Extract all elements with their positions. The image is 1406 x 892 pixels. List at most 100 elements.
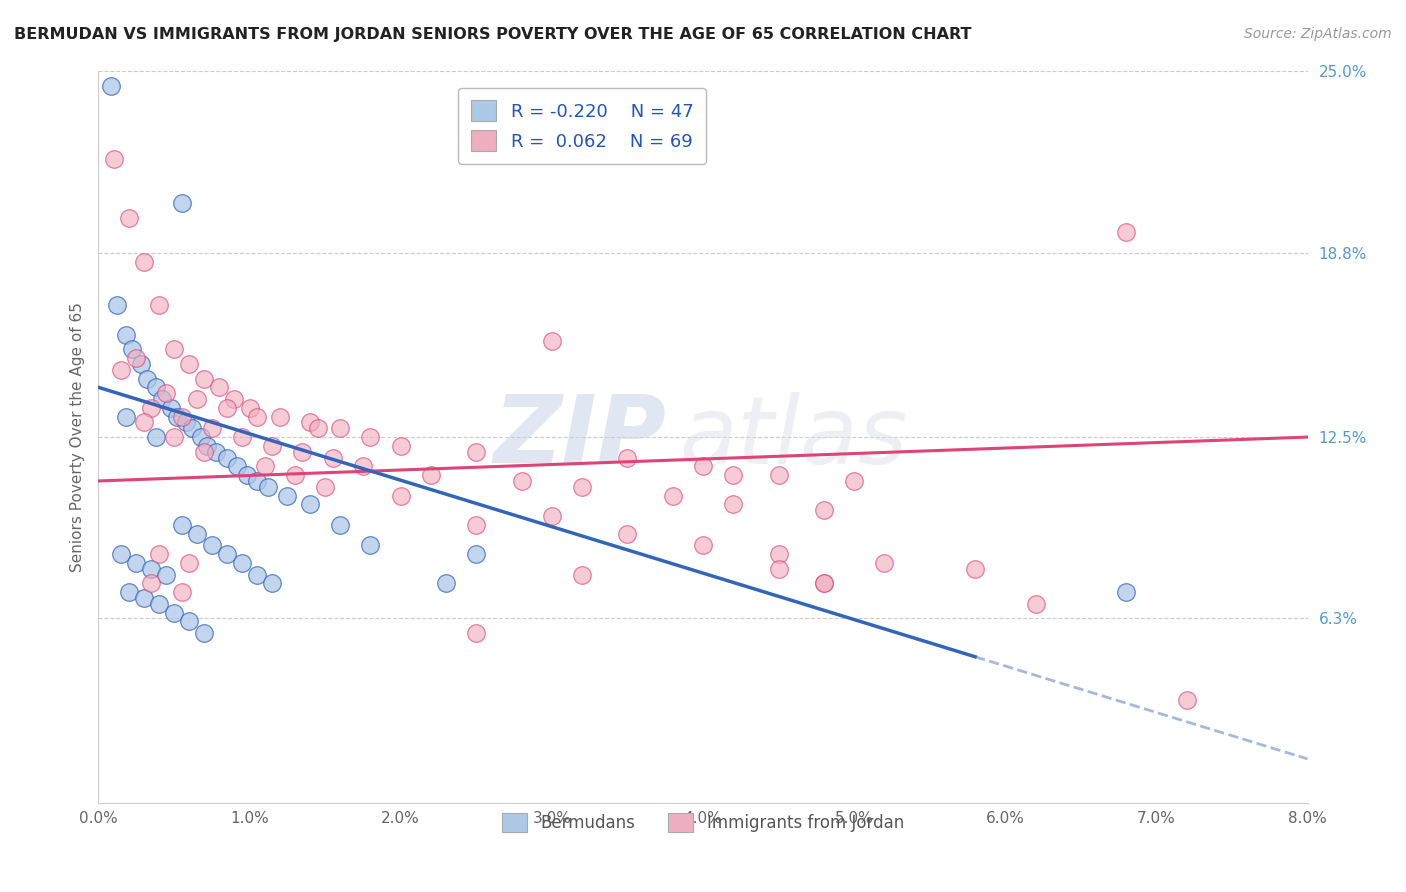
Point (231, 430, 253, 444)
Point (813, 576, 835, 591)
Point (723, 497, 745, 511)
Point (193, 371, 215, 385)
Point (224, 392, 246, 406)
Point (616, 526, 638, 541)
Point (215, 547, 238, 561)
Point (132, 591, 155, 605)
Point (114, 327, 136, 342)
Point (170, 409, 193, 424)
Point (873, 556, 896, 570)
Point (1175, 693, 1198, 707)
Point (148, 547, 170, 561)
Point (129, 357, 152, 371)
Point (132, 254, 155, 268)
Point (135, 371, 157, 385)
Point (276, 489, 298, 503)
Point (100, 78, 122, 93)
Point (179, 357, 201, 371)
Point (352, 459, 374, 474)
Point (360, 430, 382, 444)
Point (105, 298, 128, 312)
Point (114, 409, 136, 424)
Y-axis label: Seniors Poverty Over the Age of 65: Seniors Poverty Over the Age of 65 (69, 302, 84, 572)
Point (1024, 597, 1046, 611)
Point (125, 556, 148, 570)
Point (141, 576, 163, 591)
Point (155, 386, 177, 401)
Point (215, 401, 238, 415)
Point (150, 392, 173, 406)
Point (284, 468, 307, 483)
Point (148, 597, 170, 611)
Point (540, 509, 562, 524)
Point (174, 416, 197, 430)
Point (118, 211, 141, 225)
Text: atlas: atlas (679, 392, 907, 483)
Point (163, 343, 186, 357)
Point (208, 380, 231, 394)
Point (170, 517, 193, 532)
Point (262, 439, 284, 453)
Point (329, 517, 352, 532)
Point (118, 585, 141, 599)
Point (420, 468, 443, 483)
Point (179, 556, 201, 570)
Text: Source: ZipAtlas.com: Source: ZipAtlas.com (1244, 27, 1392, 41)
Point (246, 409, 269, 424)
Point (110, 547, 132, 561)
Point (110, 363, 132, 377)
Point (186, 392, 208, 406)
Point (291, 444, 314, 458)
Point (256, 480, 278, 494)
Point (121, 343, 143, 357)
Point (269, 409, 291, 424)
Point (262, 576, 284, 591)
Point (239, 401, 262, 415)
Point (465, 444, 488, 458)
Point (692, 459, 714, 474)
Point (360, 538, 382, 552)
Point (465, 547, 488, 561)
Point (510, 474, 533, 488)
Point (571, 567, 593, 582)
Point (299, 416, 322, 430)
Point (226, 459, 249, 474)
Point (246, 567, 269, 582)
Point (616, 450, 638, 465)
Point (389, 439, 412, 453)
Point (145, 380, 167, 394)
Point (195, 439, 218, 453)
Point (1115, 225, 1137, 239)
Point (163, 606, 186, 620)
Point (231, 556, 253, 570)
Point (246, 474, 269, 488)
Point (145, 430, 167, 444)
Point (160, 401, 183, 415)
Point (181, 421, 204, 435)
Point (253, 459, 276, 474)
Point (540, 334, 562, 348)
Point (661, 489, 683, 503)
Point (179, 615, 201, 629)
Point (170, 585, 193, 599)
Point (768, 562, 790, 576)
Point (215, 450, 238, 465)
Point (132, 416, 155, 430)
Point (389, 489, 412, 503)
Point (141, 562, 163, 576)
Point (201, 538, 224, 552)
Point (170, 196, 193, 211)
Point (155, 567, 177, 582)
Point (235, 468, 257, 483)
Point (205, 444, 228, 458)
Point (768, 547, 790, 561)
Point (813, 503, 835, 517)
Point (103, 152, 125, 166)
Point (723, 468, 745, 483)
Point (329, 421, 352, 435)
Point (465, 626, 488, 640)
Point (768, 468, 790, 483)
Point (844, 474, 866, 488)
Point (1115, 585, 1137, 599)
Point (465, 517, 488, 532)
